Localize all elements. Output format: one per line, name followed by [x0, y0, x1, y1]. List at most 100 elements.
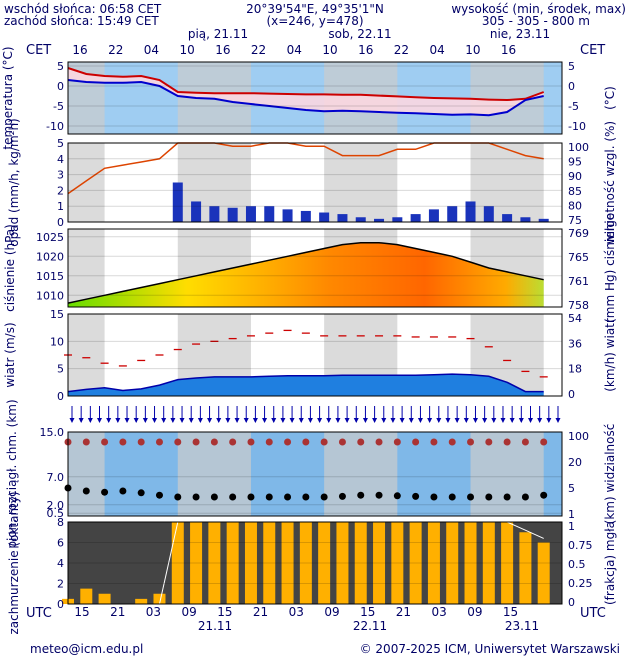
y2-tick-label: 5: [568, 482, 575, 495]
visibility-point: [137, 438, 145, 446]
cloud-top-point: [393, 492, 401, 500]
cloud-top-point: [229, 493, 237, 501]
cloud-cover-panel: 8 6 4 2 0 1 0.75 0.5 0.25 0 zachmurzenie (oktanty)…: [7, 491, 617, 634]
wind-arrow-head: [317, 418, 323, 423]
cloud-top-point: [119, 487, 127, 495]
wind-direction-strip: [69, 406, 561, 423]
cloud-bar: [226, 522, 239, 604]
bottom-days: 21.11 22.11 23.11: [198, 619, 539, 633]
precip-bar: [410, 214, 421, 222]
y-tick-label: 1020: [36, 250, 64, 263]
y2-tick-label: 761: [568, 275, 589, 288]
panel-frame: [67, 313, 563, 397]
wind-arrow-head: [500, 418, 506, 423]
cloud-top-point: [210, 493, 218, 501]
wind-arrow-head: [399, 418, 405, 423]
wind-arrow-head: [537, 418, 543, 423]
y2-tick-label: 75: [568, 214, 582, 227]
precip-bar: [538, 218, 549, 222]
y-tick-label: 5: [57, 60, 64, 73]
y2-tick-label: 0.25: [568, 577, 593, 590]
wind-arrow-head: [197, 418, 203, 423]
cloud-top-point: [467, 493, 475, 501]
cloud-top-point: [375, 491, 383, 499]
bottom-hour-label: 21: [396, 605, 411, 619]
wind-arrow-head: [372, 418, 378, 423]
cloud-top-point: [137, 489, 145, 497]
bottom-hour-label: 03: [432, 605, 447, 619]
cloud-bar: [190, 522, 203, 604]
wind-arrow-head: [69, 418, 75, 423]
y2-axis-label: (frakcja) mgła: [603, 521, 617, 605]
temp-range-fill: [68, 68, 544, 116]
footer-email[interactable]: meteo@icm.edu.pl: [30, 642, 143, 656]
y-tick-label: 8: [57, 516, 64, 529]
y2-tick-label: -10: [568, 120, 586, 133]
wind-series-line: [67, 373, 544, 393]
bottom-tz-right: UTC: [580, 606, 606, 621]
wind-arrow-head: [527, 418, 533, 423]
dew-series-line: [67, 79, 544, 117]
bottom-hour-label: 09: [467, 605, 482, 619]
cloud-bar: [446, 522, 459, 604]
top-hour-label: 22: [394, 43, 409, 57]
cloud-bar: [171, 522, 184, 604]
visibility-point: [393, 438, 401, 446]
cloud-bar: [80, 588, 93, 604]
visibility-point: [375, 438, 383, 446]
wind-arrow-head: [509, 418, 515, 423]
wind-arrow-head: [463, 418, 469, 423]
y-tick-label: 2: [57, 578, 64, 591]
precip-bar: [392, 217, 403, 222]
wind-arrow-head: [445, 418, 451, 423]
bottom-hour-label: 09: [182, 605, 197, 619]
wind-arrow-head: [115, 418, 121, 423]
y2-tick-label: 85: [568, 185, 582, 198]
bottom-hour-label: 03: [146, 605, 161, 619]
visibility-point: [448, 438, 456, 446]
wind-arrow-head: [482, 418, 488, 423]
precip-bar: [465, 201, 476, 222]
wind-arrow-head: [170, 418, 176, 423]
wind-arrow-head: [472, 418, 478, 423]
wind-arrow-head: [362, 418, 368, 423]
visibility-point: [229, 438, 237, 446]
top-hour-label: 04: [430, 43, 445, 57]
bottom-hour-label: 15: [74, 605, 89, 619]
bottom-day-label: 22.11: [353, 619, 387, 633]
bottom-hour-label: 21: [253, 605, 268, 619]
top-hour-label: 16: [215, 43, 230, 57]
wind-area: [68, 374, 544, 396]
y2-tick-label: 1: [568, 508, 575, 521]
y2-tick-label: 100: [568, 141, 589, 154]
y-tick-label: 15: [50, 308, 64, 321]
visibility-point: [192, 438, 200, 446]
top-day-label: sob, 22.11: [328, 27, 391, 41]
visibility-point: [521, 438, 529, 446]
top-tz-right: CET: [580, 43, 605, 58]
cloud-top-point: [357, 491, 365, 499]
cloud-top-point: [155, 491, 163, 499]
bottom-hour-label: 15: [503, 605, 518, 619]
night-band: [68, 314, 105, 396]
visibility-point: [101, 438, 109, 446]
y2-axis-label: wilgotność wzgl. (%): [603, 121, 617, 244]
visibility-point: [155, 438, 163, 446]
wind-arrow-head: [353, 418, 359, 423]
top-hour-label: 16: [501, 43, 516, 57]
cloud-top-point: [430, 493, 438, 501]
y2-tick-label: 18: [568, 363, 582, 376]
wind-arrow-head: [271, 418, 277, 423]
cloud-bar: [153, 593, 166, 604]
pressure-area: [68, 242, 544, 307]
wind-arrow-head: [436, 418, 442, 423]
wind-arrow-head: [188, 418, 194, 423]
top-hour-label: 16: [358, 43, 373, 57]
wind-arrow-head: [326, 418, 332, 423]
wind-arrow-head: [555, 418, 561, 423]
visibility-point: [467, 438, 475, 446]
visibility-point: [247, 438, 255, 446]
wind-arrow-head: [408, 418, 414, 423]
